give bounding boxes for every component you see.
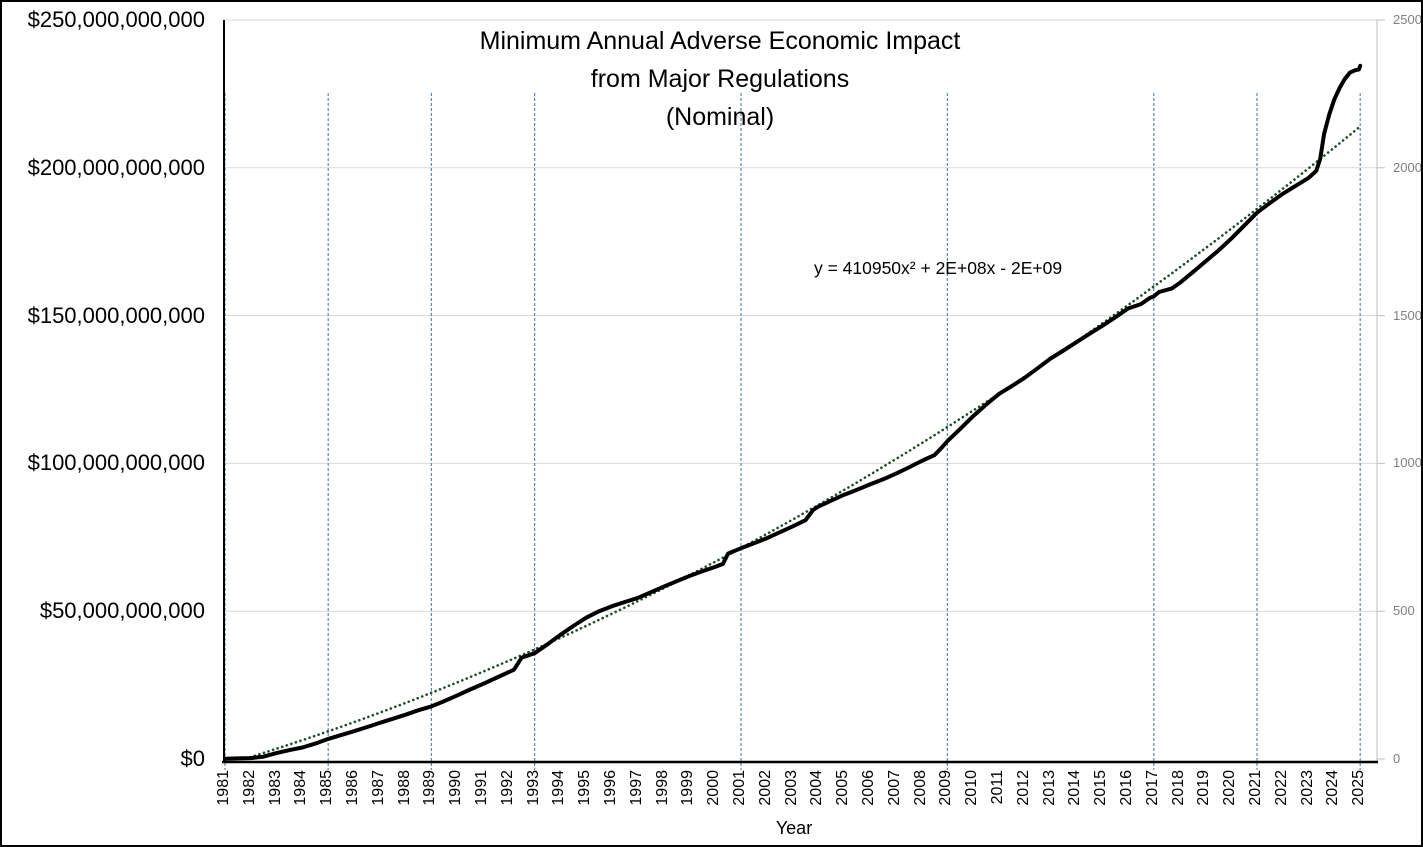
chart-title-line-3: (Nominal)	[665, 103, 775, 131]
x-axis-tick-label: 1986	[344, 770, 361, 806]
chart-title-line-1: Minimum Annual Adverse Economic Impact	[479, 27, 961, 55]
x-axis-tick-label: 2019	[1195, 770, 1213, 806]
chart-title: Minimum Annual Adverse Economic Impact f…	[480, 22, 961, 136]
x-axis-tick-label: 2003	[782, 770, 800, 806]
y-axis-left-tick-label: $150,000,000,000	[27, 302, 205, 328]
trendline-dotted	[244, 125, 1362, 760]
x-axis-tick-label: 1983	[266, 770, 284, 806]
x-axis-tick-label: 2020	[1221, 770, 1239, 806]
y-axis-right-tick-label: 2500	[1393, 12, 1422, 27]
x-axis-tick-label: 1999	[679, 770, 697, 806]
x-axis-tick-label: 2007	[885, 770, 903, 806]
x-axis-tick-label: 1988	[395, 770, 413, 806]
x-axis-tick-label: 2011	[989, 770, 1006, 805]
x-axis-tick-label: 1982	[240, 770, 258, 806]
x-axis-tick-label: 1984	[292, 770, 310, 806]
x-axis-tick-label: 1997	[627, 770, 645, 806]
x-axis-tick-label: 2013	[1040, 770, 1058, 806]
y-axis-right-tick-label: 2000	[1393, 159, 1422, 175]
x-axis-tick-label: 2009	[937, 770, 955, 806]
x-axis-tick-label: 2021	[1247, 770, 1264, 806]
x-axis-tick-label: 2016	[1118, 770, 1135, 806]
y-axis-right-tick-label: 1000	[1393, 455, 1422, 471]
x-axis-tick-label: 2024	[1324, 770, 1342, 806]
x-axis-tick-label: 2004	[808, 770, 826, 806]
x-axis-tick-label: 2014	[1066, 770, 1084, 806]
y-axis-left-tick-label: $0	[180, 746, 205, 771]
x-axis-tick-label: 2002	[756, 770, 774, 806]
x-axis-tick-label: 2015	[1092, 770, 1110, 806]
y-axis-left-tick-label: $200,000,000,000	[27, 154, 205, 180]
x-axis-tick-label: 1985	[318, 770, 336, 806]
x-axis-tick-label: 1996	[602, 770, 619, 806]
x-axis-tick-label: 1989	[421, 770, 439, 806]
x-axis-tick-label: 1995	[576, 770, 594, 806]
x-axis-tick-label: 1990	[447, 770, 465, 806]
x-axis-tick-label: 2018	[1169, 770, 1187, 806]
x-axis-tick-label: 2012	[1014, 770, 1032, 806]
chart-title-line-2: from Major Regulations	[590, 65, 850, 93]
x-axis-tick-label: 1994	[550, 770, 568, 806]
x-axis-tick-label: 1987	[369, 770, 387, 806]
y-axis-right-tick-label: 500	[1393, 603, 1415, 619]
y-axis-right-tick-label: 0	[1393, 751, 1401, 766]
y-axis-left-tick-label: $50,000,000,000	[39, 598, 205, 624]
x-axis-title: Year	[775, 818, 813, 838]
x-axis-tick-label: 1993	[524, 770, 542, 806]
x-axis-tick-label: 2022	[1272, 770, 1290, 806]
trendline-equation: y = 410950x² + 2E+08x - 2E+09	[813, 258, 1063, 278]
impact-line-series	[223, 63, 1363, 761]
x-axis-tick-label: 1991	[473, 770, 490, 806]
x-axis-tick-label: 2006	[860, 770, 877, 806]
x-axis-tick-label: 2025	[1350, 770, 1368, 806]
x-axis-tick-label: 1981	[215, 770, 232, 806]
x-axis-tick-label: 2010	[963, 770, 981, 806]
x-axis-tick-label: 2000	[705, 770, 723, 806]
x-axis-tick-label: 2023	[1298, 770, 1316, 806]
x-axis-tick-label: 2008	[911, 770, 929, 806]
y-axis-left-tick-label: $100,000,000,000	[27, 450, 205, 476]
y-axis-right-tick-label: 1500	[1393, 307, 1422, 323]
x-axis-tick-label: 1992	[498, 770, 516, 806]
x-axis-tick-label: 1998	[653, 770, 671, 806]
x-axis-tick-label: 2017	[1143, 770, 1161, 806]
y-axis-left-tick-label: $250,000,000,000	[27, 7, 205, 32]
x-axis-tick-label: 2001	[731, 770, 748, 806]
x-axis-tick-label: 2005	[834, 770, 852, 806]
